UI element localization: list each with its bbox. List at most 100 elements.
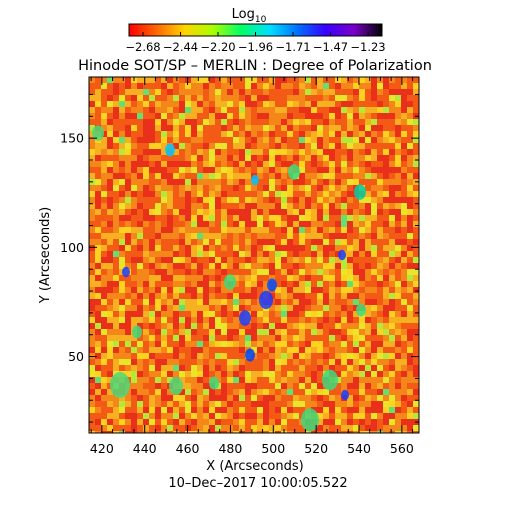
heatmap-cell (233, 113, 239, 119)
heatmap-cell (161, 287, 167, 293)
heatmap-cell (221, 113, 227, 119)
heatmap-cell (323, 143, 329, 149)
heatmap-cell (251, 185, 257, 191)
heatmap-cell (287, 185, 293, 191)
heatmap-cell (329, 353, 335, 359)
heatmap-cell (341, 239, 347, 245)
heatmap-cell (353, 401, 359, 407)
heatmap-cell (407, 173, 413, 179)
heatmap-cell (149, 227, 155, 233)
heatmap-cell (113, 335, 119, 341)
heatmap-cell (305, 347, 311, 353)
heatmap-cell (353, 197, 359, 203)
heatmap-cell (257, 173, 263, 179)
heatmap-cell (149, 95, 155, 101)
heatmap-cell (359, 215, 365, 221)
heatmap-cell (125, 425, 131, 431)
heatmap-cell (251, 293, 257, 299)
heatmap-cell (221, 281, 227, 287)
heatmap-cell (323, 419, 329, 425)
heatmap-cell (329, 305, 335, 311)
heatmap-cell (395, 233, 401, 239)
heatmap-cell (101, 359, 107, 365)
heatmap-cell (185, 377, 191, 383)
heatmap-cell (125, 125, 131, 131)
heatmap-cell (299, 119, 305, 125)
heatmap-cell (401, 107, 407, 113)
heatmap-cell (287, 95, 293, 101)
heatmap-cell (353, 311, 359, 317)
heatmap-cell (137, 113, 143, 119)
heatmap-cell (263, 227, 269, 233)
heatmap-cell (359, 167, 365, 173)
heatmap-cell (275, 383, 281, 389)
heatmap-cell (359, 353, 365, 359)
heatmap-cell (311, 395, 317, 401)
heatmap-cell (197, 215, 203, 221)
heatmap-cell (377, 425, 383, 431)
heatmap-cell (161, 161, 167, 167)
heatmap-cell (287, 335, 293, 341)
heatmap-cell (347, 119, 353, 125)
heatmap-cell (203, 233, 209, 239)
heatmap-cell (101, 257, 107, 263)
heatmap-cell (125, 359, 131, 365)
heatmap-cell (371, 299, 377, 305)
heatmap-cell (239, 365, 245, 371)
heatmap-cell (317, 83, 323, 89)
heatmap-cell (359, 119, 365, 125)
heatmap-cell (269, 89, 275, 95)
heatmap-cell (275, 413, 281, 419)
heatmap-cell (257, 107, 263, 113)
heatmap-cell (167, 407, 173, 413)
heatmap-cell (287, 317, 293, 323)
heatmap-cell (389, 377, 395, 383)
heatmap-cell (347, 173, 353, 179)
heatmap-cell (389, 113, 395, 119)
heatmap-cell (161, 89, 167, 95)
heatmap-cell (149, 347, 155, 353)
heatmap-cell (173, 113, 179, 119)
x-tick-label: 460 (176, 441, 200, 456)
heatmap-cell (389, 83, 395, 89)
heatmap-cell (371, 143, 377, 149)
heatmap-cell (281, 299, 287, 305)
heatmap-cell (125, 107, 131, 113)
heatmap-cell (311, 137, 317, 143)
heatmap-cell (347, 281, 353, 287)
colorbar-tick-label: −1.96 (238, 40, 273, 54)
heatmap-cell (395, 107, 401, 113)
heatmap-cell (209, 143, 215, 149)
heatmap-cell (131, 167, 137, 173)
heatmap-cell (269, 173, 275, 179)
heatmap-cell (167, 233, 173, 239)
heatmap-cell (395, 353, 401, 359)
heatmap-cell (305, 137, 311, 143)
heatmap-cell (347, 185, 353, 191)
heatmap-cell (257, 167, 263, 173)
heatmap-cell (395, 269, 401, 275)
heatmap-cell (269, 431, 275, 433)
heatmap-cell (149, 395, 155, 401)
heatmap-cell (215, 359, 221, 365)
x-tick-label: 500 (261, 441, 285, 456)
heatmap-cell (113, 293, 119, 299)
heatmap-cell (239, 293, 245, 299)
heatmap-cell (119, 287, 125, 293)
heatmap-cell (335, 95, 341, 101)
heatmap-cell (407, 335, 413, 341)
heatmap-cell (101, 191, 107, 197)
heatmap-cell (317, 323, 323, 329)
heatmap-cell (227, 119, 233, 125)
heatmap-cell (167, 311, 173, 317)
heatmap-cell (137, 83, 143, 89)
heatmap-cell (275, 215, 281, 221)
heatmap-cell (227, 335, 233, 341)
heatmap-cell (107, 83, 113, 89)
heatmap-cell (221, 191, 227, 197)
heatmap-cell (335, 401, 341, 407)
heatmap-cell (371, 227, 377, 233)
heatmap-cell (107, 107, 113, 113)
heatmap-cell (281, 413, 287, 419)
